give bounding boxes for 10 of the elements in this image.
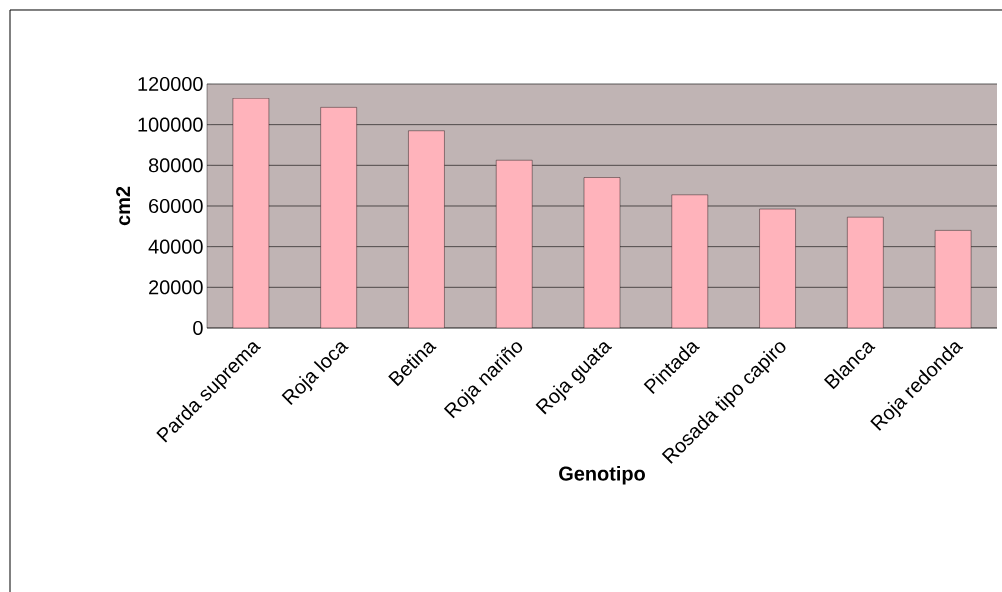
y-tick-label: 80000	[148, 158, 203, 173]
y-tick-label: 120000	[138, 76, 203, 92]
y-tick-label: 40000	[148, 239, 203, 254]
y-tick-label: 20000	[149, 280, 203, 295]
x-axis-title: Genotipo	[559, 466, 645, 485]
y-tick-label: 60000	[149, 198, 203, 214]
y-tick-label: 100000	[138, 117, 203, 132]
y-tick-label: 0	[193, 320, 203, 336]
x-tick-label: Roja loca	[281, 342, 349, 406]
y-axis-title: cm2	[116, 186, 131, 226]
